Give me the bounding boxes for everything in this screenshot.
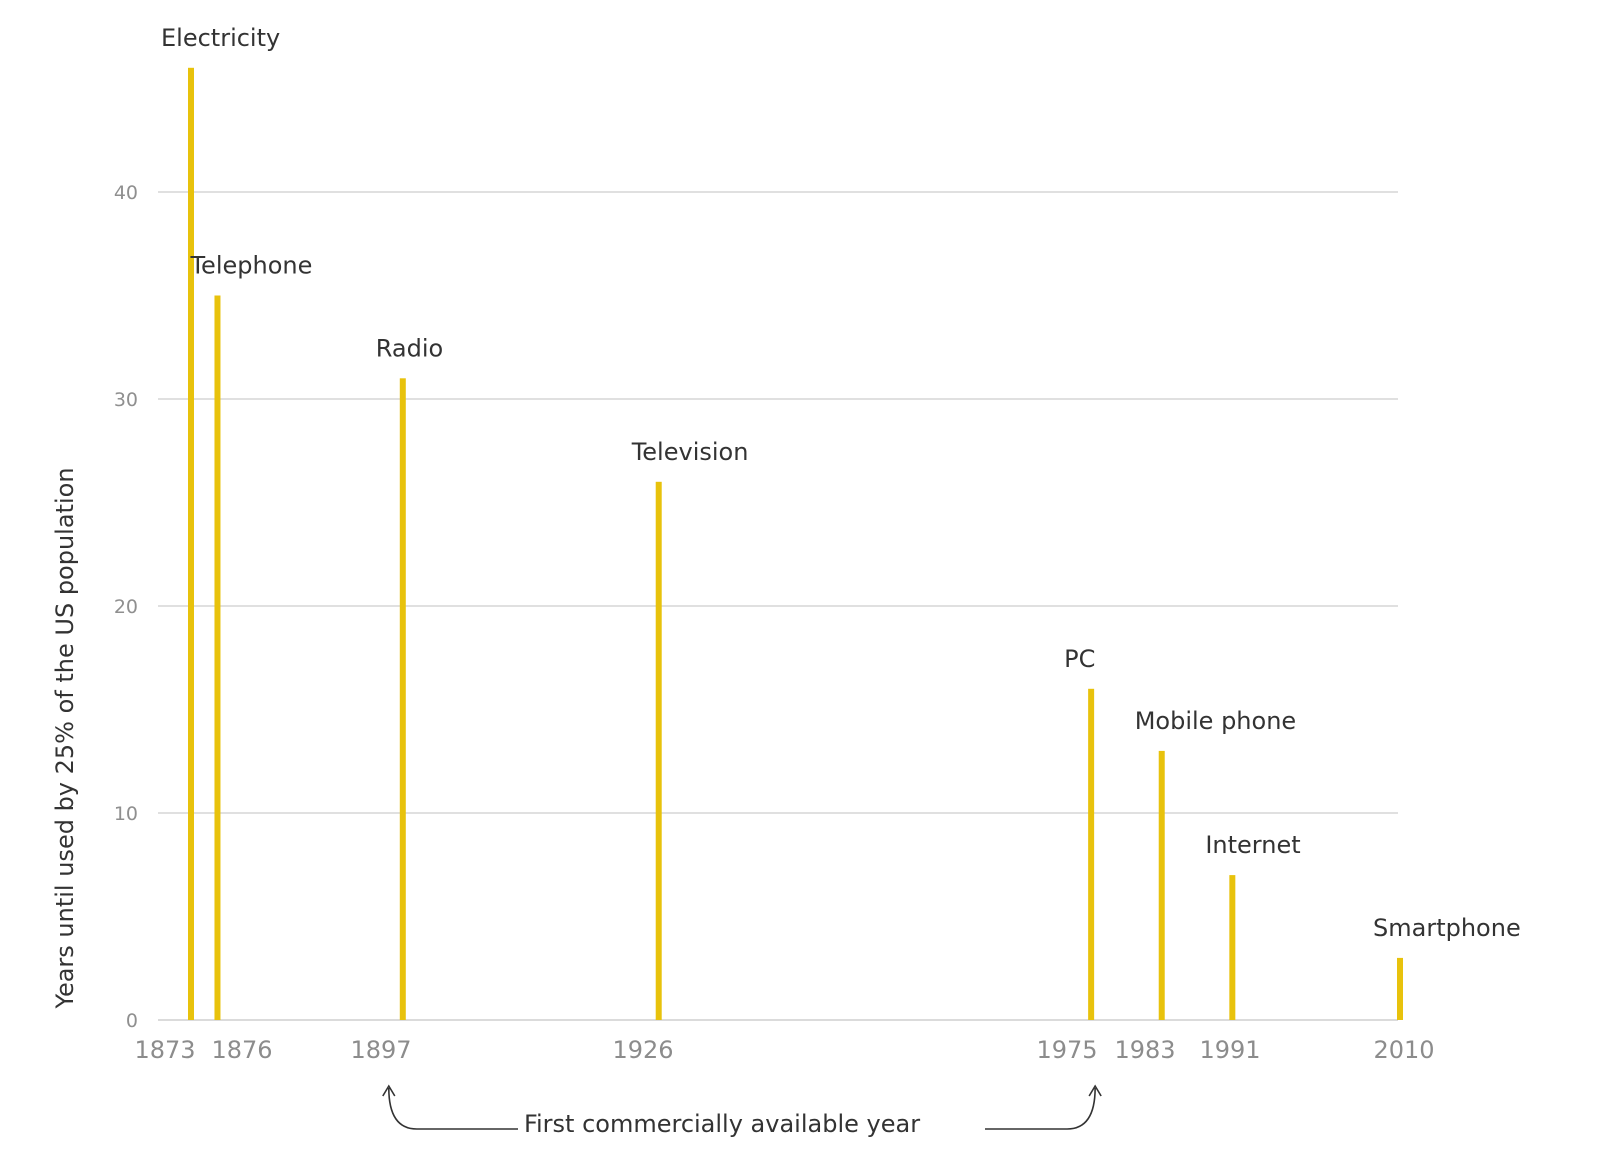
bar-mobile-phone: [1158, 750, 1165, 1020]
y-axis-title: Years until used by 25% of the US popula…: [51, 467, 79, 1009]
arrow-right-head: [1088, 1084, 1102, 1097]
bar-label: Internet: [1205, 831, 1300, 859]
x-tick-label: 2010: [1373, 1036, 1434, 1064]
annotation-text: First commercially available year: [524, 1110, 920, 1138]
annotation: First commercially available year: [382, 1084, 1102, 1138]
bar-label: Television: [631, 438, 749, 466]
grid-lines: [158, 191, 1398, 1021]
arrow-right: [985, 1087, 1096, 1130]
x-tick-label: 1991: [1199, 1036, 1260, 1064]
y-tick-label: 30: [114, 389, 138, 411]
y-axis-ticks: 0 10 20 30 40: [114, 182, 138, 1032]
bar-television: [655, 481, 662, 1020]
bar-radio: [399, 378, 406, 1020]
y-tick-label: 10: [114, 803, 138, 825]
x-axis-ticks: 1873 1876 1897 1926 1975 1983 1991 2010: [134, 1036, 1434, 1064]
arrow-left-head: [382, 1084, 396, 1097]
bar-label: Mobile phone: [1135, 707, 1296, 735]
bar-internet: [1229, 875, 1236, 1020]
arrow-left: [387, 1087, 518, 1130]
y-tick-label: 0: [126, 1010, 138, 1032]
x-tick-label: 1873: [134, 1036, 195, 1064]
bars: [188, 67, 1403, 1021]
x-tick-label: 1897: [350, 1036, 411, 1064]
x-tick-label: 1876: [211, 1036, 272, 1064]
bar-labels: Electricity Telephone Radio Television PC Mob…: [161, 24, 1521, 942]
bar-label: Electricity: [161, 24, 280, 52]
bar-label: Radio: [376, 334, 443, 362]
bar-smartphone: [1397, 957, 1403, 1020]
x-tick-label: 1975: [1036, 1036, 1097, 1064]
y-tick-label: 40: [114, 182, 138, 204]
bar-label: PC: [1064, 645, 1095, 673]
bar-electricity: [188, 67, 194, 1021]
y-tick-label: 20: [114, 596, 138, 618]
bar-label: Smartphone: [1373, 914, 1521, 942]
x-tick-label: 1926: [612, 1036, 673, 1064]
bar-label: Telephone: [189, 252, 312, 280]
x-tick-label: 1983: [1114, 1036, 1175, 1064]
bar-pc: [1088, 688, 1095, 1020]
bar-telephone: [214, 295, 221, 1020]
